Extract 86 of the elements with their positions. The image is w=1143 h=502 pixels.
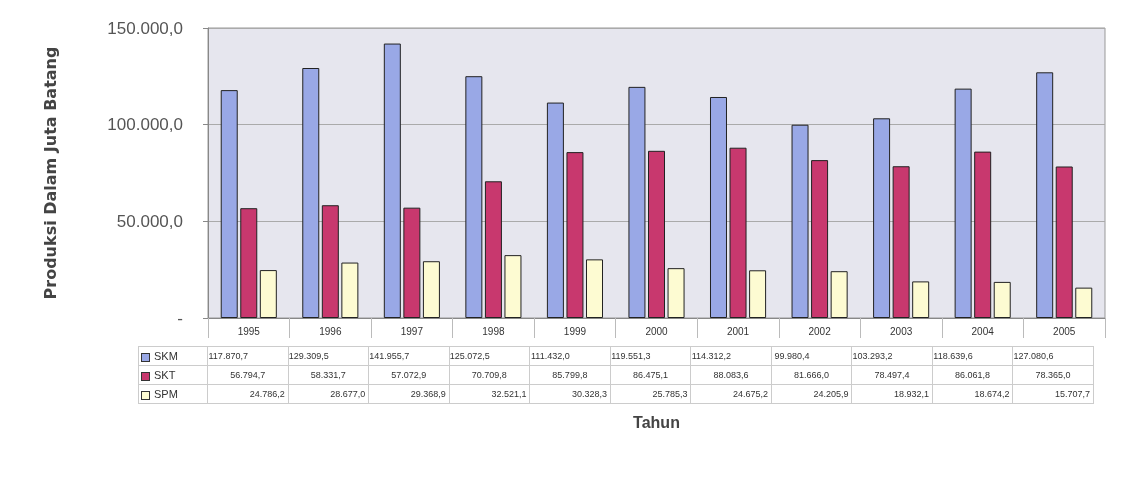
legend-label: SKT bbox=[138, 365, 208, 385]
data-label: 24.675,2 bbox=[732, 389, 769, 399]
data-label: 86.475,1 bbox=[632, 370, 668, 380]
data-label: 32.521,1 bbox=[491, 389, 527, 399]
bar bbox=[403, 207, 421, 318]
data-label: 28.677,0 bbox=[330, 389, 366, 399]
bar bbox=[465, 76, 483, 318]
x-tick-label: 1999 bbox=[563, 325, 587, 337]
data-label: 78.497,4 bbox=[874, 370, 910, 380]
data-label: 117.870,7 bbox=[208, 351, 248, 361]
bar bbox=[873, 118, 891, 318]
data-label: 141.955,7 bbox=[369, 351, 410, 361]
bar bbox=[729, 147, 747, 318]
data-label: 18.674,2 bbox=[974, 389, 1010, 399]
legend-label: SPM bbox=[138, 384, 208, 404]
y-axis-title: Produksi Dalam Juta Batang bbox=[40, 46, 60, 300]
data-label: 114.312,2 bbox=[691, 351, 732, 361]
data-label: 58.331,7 bbox=[310, 370, 346, 380]
bar bbox=[259, 270, 277, 318]
x-tick-label: 1996 bbox=[319, 325, 342, 337]
y-tick-label: 100.000,0 bbox=[107, 115, 183, 135]
x-tick-label: 2004 bbox=[971, 325, 995, 337]
bar bbox=[422, 261, 440, 318]
bar bbox=[504, 255, 522, 318]
data-label: 57.072,9 bbox=[391, 370, 427, 380]
bar bbox=[586, 259, 603, 318]
data-label: 118.639,6 bbox=[933, 351, 973, 361]
bar bbox=[667, 268, 685, 318]
bar bbox=[484, 181, 502, 318]
data-label: 103.293,2 bbox=[852, 351, 893, 361]
bar bbox=[1036, 72, 1054, 318]
data-label: 88.083,6 bbox=[713, 370, 749, 380]
bar bbox=[830, 271, 848, 318]
data-label: 24.786,2 bbox=[249, 389, 285, 399]
bar bbox=[1055, 166, 1073, 318]
data-label: 119.551,3 bbox=[611, 351, 651, 361]
data-label: 30.328,3 bbox=[571, 389, 607, 399]
data-label: 56.794,7 bbox=[230, 370, 266, 380]
bar bbox=[912, 281, 930, 318]
bar bbox=[240, 208, 258, 318]
legend-label: SKM bbox=[138, 346, 208, 366]
bar bbox=[341, 262, 359, 318]
bar bbox=[628, 86, 646, 318]
data-label: 25.785,3 bbox=[652, 389, 688, 399]
x-tick-label: 2000 bbox=[645, 325, 669, 337]
data-label: 99.980,4 bbox=[774, 351, 810, 361]
x-tick-label: 1998 bbox=[482, 325, 505, 337]
y-tick-label: 50.000,0 bbox=[116, 211, 183, 231]
bar bbox=[648, 150, 665, 318]
data-label: 85.799,8 bbox=[552, 370, 588, 380]
bar bbox=[546, 102, 564, 318]
x-tick-label: 1995 bbox=[237, 325, 261, 337]
data-label: 127.080,6 bbox=[1013, 351, 1054, 361]
bar bbox=[892, 166, 910, 318]
bar bbox=[302, 68, 320, 318]
data-label: 125.072,5 bbox=[449, 351, 490, 361]
bar bbox=[1075, 287, 1093, 318]
bar bbox=[993, 281, 1011, 318]
data-label: 15.707,7 bbox=[1055, 389, 1091, 399]
bar bbox=[954, 88, 972, 318]
bar bbox=[791, 124, 809, 318]
x-tick-label: 2001 bbox=[726, 325, 750, 337]
data-label: 129.309,5 bbox=[288, 351, 329, 361]
x-tick-label: 2003 bbox=[890, 325, 913, 337]
bar bbox=[749, 270, 767, 318]
bar bbox=[383, 43, 401, 318]
bar bbox=[974, 151, 992, 318]
bar bbox=[566, 152, 584, 318]
data-label: 111.432,0 bbox=[530, 351, 570, 361]
data-label: 24.205,9 bbox=[813, 389, 849, 399]
data-label: 29.368,9 bbox=[410, 389, 446, 399]
data-label: 18.932,1 bbox=[894, 389, 930, 399]
data-label: 81.666,0 bbox=[793, 370, 829, 380]
y-tick-label: 150.000,0 bbox=[107, 18, 183, 38]
bar bbox=[220, 90, 238, 318]
x-axis-title: Tahun bbox=[632, 414, 681, 432]
y-tick-label: - bbox=[177, 308, 183, 328]
data-label: 86.061,8 bbox=[955, 370, 991, 380]
x-tick-label: 2005 bbox=[1053, 325, 1076, 337]
x-tick-label: 2002 bbox=[808, 325, 832, 337]
bar bbox=[710, 97, 727, 318]
bar bbox=[811, 160, 829, 318]
data-label: 78.365,0 bbox=[1035, 370, 1071, 380]
bar bbox=[321, 205, 339, 318]
x-tick-label: 1997 bbox=[400, 325, 424, 337]
data-label: 70.709,8 bbox=[471, 370, 507, 380]
